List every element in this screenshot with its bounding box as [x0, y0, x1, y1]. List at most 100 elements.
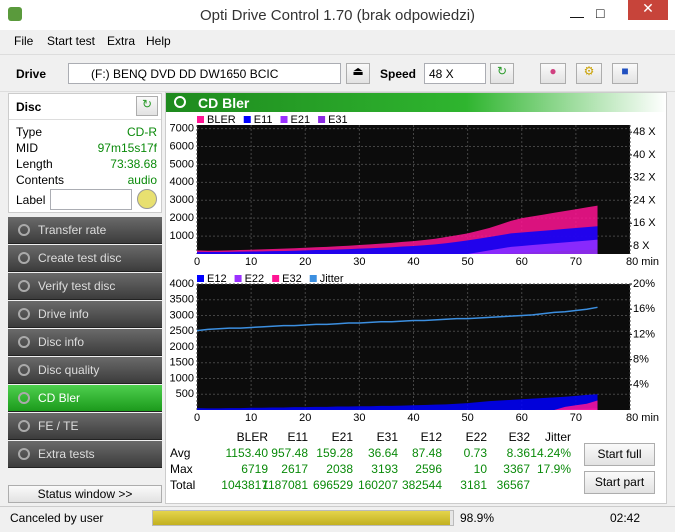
nav-item[interactable]: CD Bler: [8, 385, 162, 412]
stats-value: 36.64: [367, 446, 398, 460]
stats-header: E31: [376, 430, 398, 444]
stats-header: E32: [508, 430, 530, 444]
y-tick-label: 1500: [170, 357, 194, 369]
x-tick-label: 80 min: [626, 256, 659, 268]
y2-tick-label: 24 X: [633, 194, 656, 206]
nav-item[interactable]: Transfer rate: [8, 217, 162, 244]
stats-value: 1043817: [221, 478, 268, 492]
stats-value: 1153.40: [225, 446, 269, 460]
legend-swatch: [318, 116, 326, 123]
y2-tick-label: 8%: [633, 354, 649, 366]
stats-value: 2596: [415, 462, 442, 476]
stats-value: 2617: [281, 462, 308, 476]
close[interactable]: ✕: [628, 0, 668, 20]
y2-tick-label: 16 X: [633, 217, 656, 229]
y2-tick-label: 12%: [633, 328, 655, 340]
stats-value: 36567: [496, 478, 530, 492]
x-tick-label: 30: [353, 412, 365, 424]
y-tick-label: 2500: [170, 325, 194, 337]
window-title: Opti Drive Control 1.70 (brak odpowiedzi…: [199, 7, 476, 24]
start-part-button[interactable]: Start part: [584, 471, 655, 494]
y-tick-label: 2000: [170, 212, 194, 224]
y-tick-label: 3000: [170, 309, 194, 321]
drive-select[interactable]: (F:) BENQ DVD DD DW1650 BCIC: [68, 63, 341, 84]
stats-value: 14.24%: [530, 446, 571, 460]
stats-value: 0.73: [463, 446, 487, 460]
y-tick-label: 500: [176, 388, 194, 400]
legend-swatch: [234, 275, 242, 282]
nav-item[interactable]: Disc info: [8, 329, 162, 356]
x-tick-label: 30: [353, 256, 365, 268]
stats-value: 1187081: [262, 478, 308, 492]
minimize[interactable]: —: [570, 8, 584, 24]
menu-bar: File Start test Extra Help: [0, 30, 675, 52]
y2-tick-label: 32 X: [633, 172, 656, 184]
legend-label: Jitter: [320, 273, 344, 285]
error-area: [197, 249, 598, 254]
error-area: [197, 239, 598, 254]
y-tick-label: 1000: [170, 230, 194, 242]
refresh-button[interactable]: ↻: [490, 63, 514, 84]
stats-value: 6719: [241, 462, 268, 476]
y2-tick-label: 40 X: [633, 149, 656, 161]
menu-item[interactable]: Help: [146, 34, 171, 48]
progress-fill: [153, 511, 450, 525]
info-value: 97m15s17f: [97, 141, 157, 155]
nav-item[interactable]: FE / TE: [8, 413, 162, 440]
maximize[interactable]: □: [596, 5, 605, 21]
legend-swatch: [272, 275, 280, 282]
legend-label: E11: [254, 114, 273, 126]
stats-header: E11: [287, 430, 308, 444]
erase-button[interactable]: ●: [540, 63, 566, 84]
nav-item[interactable]: Drive info: [8, 301, 162, 328]
y2-tick-label: 16%: [633, 303, 655, 315]
x-tick-label: 10: [245, 256, 257, 268]
stats-value: 17.9%: [536, 462, 571, 476]
settings-button[interactable]: ⚙: [576, 63, 602, 84]
menu-item[interactable]: Start test: [47, 34, 96, 48]
error-area: [197, 394, 598, 410]
stats-value: 159.28: [316, 446, 353, 460]
status-window-button[interactable]: Status window >>: [8, 485, 162, 503]
stats-value: 10: [473, 462, 487, 476]
x-tick-label: 80 min: [626, 412, 659, 424]
error-area: [197, 400, 598, 410]
legend-swatch: [243, 116, 251, 123]
stats-header: E22: [465, 430, 487, 444]
x-tick-label: 50: [462, 412, 474, 424]
disc-header: Disc: [16, 100, 42, 114]
stats-value: 8.36: [506, 446, 530, 460]
y-tick-label: 1000: [170, 372, 194, 384]
nav-item[interactable]: Verify test disc: [8, 273, 162, 300]
x-tick-label: 20: [299, 412, 311, 424]
disc-refresh[interactable]: ↻: [136, 96, 158, 116]
legend-label: E31: [328, 114, 348, 126]
start-full-button[interactable]: Start full: [584, 443, 655, 466]
legend-label: E21: [291, 114, 311, 126]
y2-tick-label: 8 X: [633, 240, 650, 252]
info-key: Contents: [16, 173, 65, 187]
stats-header: E12: [420, 430, 442, 444]
menu-item[interactable]: File: [14, 34, 34, 48]
jitter-line: [196, 306, 598, 332]
disc-panel: Disc ↻ Type CD-R MID 97m15s17f Length 73:38…: [8, 93, 162, 213]
y-tick-label: 2000: [170, 341, 194, 353]
stats-header: BLER: [236, 430, 268, 444]
nav-item[interactable]: Create test disc: [8, 245, 162, 272]
label-disc-icon[interactable]: [137, 189, 157, 209]
y2-tick-label: 4%: [633, 379, 649, 391]
speed-select[interactable]: 48 X: [424, 63, 486, 84]
nav-item[interactable]: Disc quality: [8, 357, 162, 384]
label-input[interactable]: [50, 189, 132, 210]
stats-value: 3181: [460, 478, 487, 492]
eject-button[interactable]: ⏏: [346, 63, 370, 84]
nav-item[interactable]: Extra tests: [8, 441, 162, 468]
save-button[interactable]: ■: [612, 63, 638, 84]
stats-value: 382544: [401, 478, 442, 492]
menu-item[interactable]: Extra: [107, 34, 136, 48]
x-tick-label: 10: [245, 412, 257, 424]
legend-label: BLER: [207, 114, 236, 126]
y-tick-label: 3000: [170, 194, 194, 206]
info-value: CD-R: [127, 125, 157, 139]
